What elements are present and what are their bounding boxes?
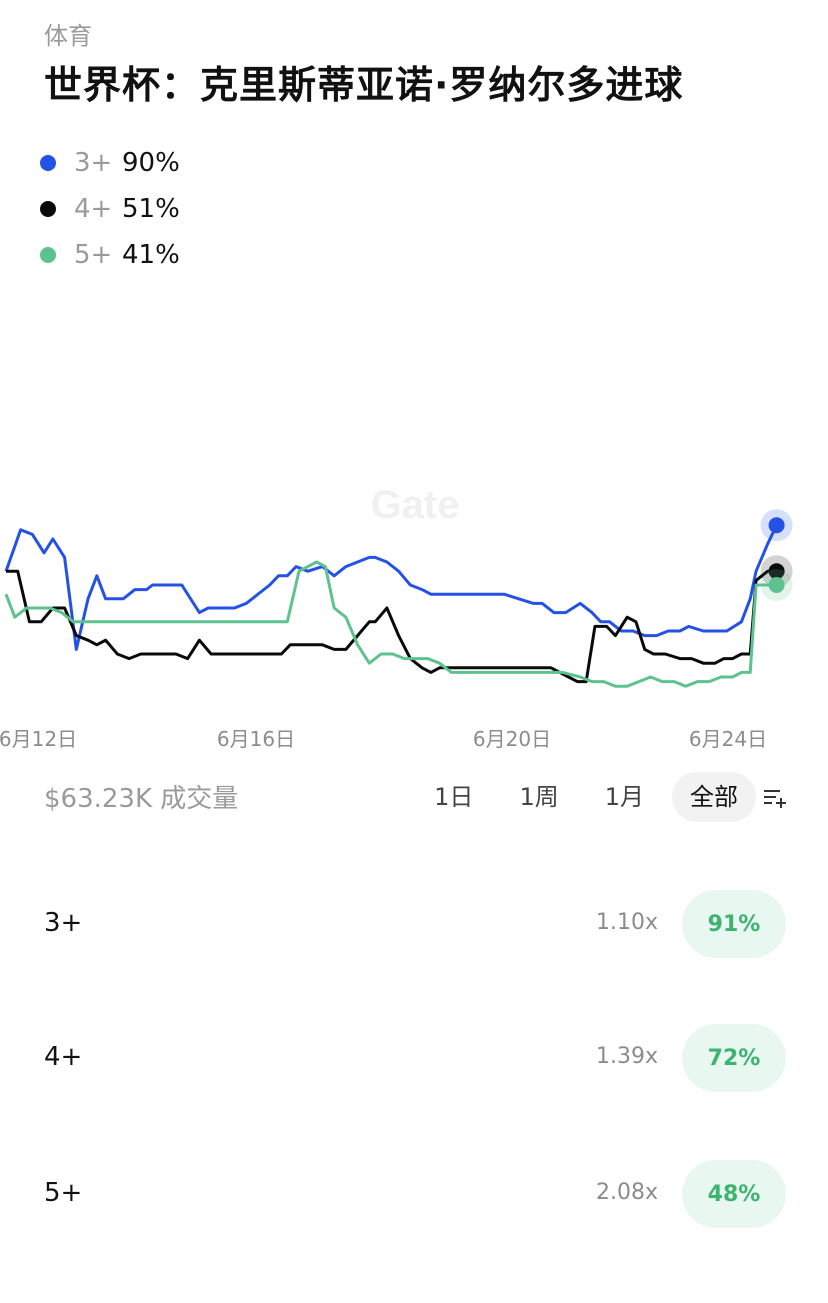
legend-dot-5plus: [40, 247, 56, 263]
outcome-price-button[interactable]: 48%: [682, 1160, 786, 1228]
legend-item-4plus: 4+ 51%: [40, 186, 180, 232]
outcome-multiplier: 1.10x: [595, 910, 658, 935]
outcome-label: 4+: [44, 1042, 83, 1072]
legend-value: 41%: [122, 240, 180, 270]
outcome-row-5plus[interactable]: 5+ 2.08x 48%: [0, 1160, 828, 1230]
outcome-label: 3+: [44, 908, 83, 938]
series-line-1: [6, 569, 777, 684]
chart-legend: 3+ 90% 4+ 51% 5+ 41%: [40, 140, 180, 278]
legend-dot-4plus: [40, 201, 56, 217]
range-tab-1m[interactable]: 1月: [604, 783, 644, 811]
x-tick-label: 6月12日: [0, 727, 77, 751]
range-tab-all[interactable]: 全部: [672, 772, 756, 822]
filter-add-icon[interactable]: [762, 784, 788, 810]
series-line-2: [4, 560, 777, 688]
outcome-multiplier: 1.39x: [595, 1044, 658, 1069]
range-tab-1d[interactable]: 1日: [434, 783, 474, 811]
x-axis-ticks: 6月12日 6月16日 6月20日 6月24日: [0, 727, 767, 751]
volume-label: $63.23K 成交量: [44, 784, 239, 814]
legend-value: 51%: [122, 194, 180, 224]
category-label: 体育: [44, 22, 92, 50]
legend-item-3plus: 3+ 90%: [40, 140, 180, 186]
legend-label: 5+: [74, 240, 113, 270]
outcome-price-button[interactable]: 72%: [682, 1024, 786, 1092]
series-end-dot-0: [768, 517, 785, 534]
x-tick-label: 6月24日: [689, 727, 767, 751]
outcome-multiplier: 2.08x: [595, 1180, 658, 1205]
series-line-0: [4, 524, 778, 651]
outcome-row-3plus[interactable]: 3+ 1.10x 91%: [0, 890, 828, 960]
legend-dot-3plus: [40, 155, 56, 171]
legend-value: 90%: [122, 148, 180, 178]
series-end-dot-1: [768, 563, 785, 580]
legend-label: 4+: [74, 194, 113, 224]
series-layer: [4, 509, 793, 688]
range-tab-1w[interactable]: 1周: [519, 783, 559, 811]
outcome-label: 5+: [44, 1178, 83, 1208]
market-title: 世界杯：克里斯蒂亚诺·罗纳尔多进球: [44, 63, 684, 107]
legend-item-5plus: 5+ 41%: [40, 232, 180, 278]
x-tick-label: 6月20日: [473, 727, 551, 751]
x-tick-label: 6月16日: [217, 727, 295, 751]
outcome-price-button[interactable]: 91%: [682, 890, 786, 958]
outcome-row-4plus[interactable]: 4+ 1.39x 72%: [0, 1024, 828, 1094]
price-chart[interactable]: Gate 6月12日 6月16日 6月20日 6月24日: [0, 300, 828, 760]
watermark: Gate: [371, 483, 460, 527]
time-range-tabs: 1日 1周 1月 全部: [406, 772, 788, 822]
legend-label: 3+: [74, 148, 113, 178]
series-end-dot-2: [768, 577, 785, 593]
